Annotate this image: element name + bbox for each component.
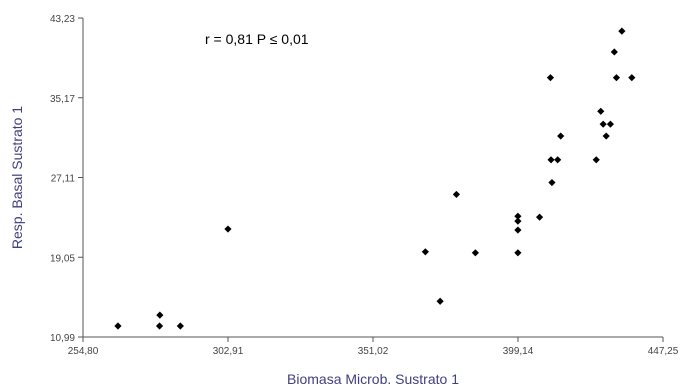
data-point: [452, 190, 461, 199]
data-point: [514, 217, 522, 225]
correlation-annotation: r = 0,81 P ≤ 0,01: [205, 31, 309, 47]
data-point: [471, 249, 479, 257]
data-point: [610, 48, 618, 56]
data-point: [628, 74, 636, 82]
data-point: [514, 249, 522, 257]
axes: [82, 18, 663, 338]
x-axis-title: Biomasa Microb. Sustrato 1: [287, 371, 459, 387]
x-tick-label: 447,25: [648, 346, 679, 357]
data-point: [618, 27, 626, 35]
data-point: [597, 107, 605, 115]
data-point: [602, 132, 610, 140]
y-tick-label: 35,17: [50, 94, 75, 105]
y-tick-label: 10,99: [50, 333, 75, 344]
data-point: [557, 132, 565, 140]
data-point: [421, 248, 429, 256]
y-tick-label: 19,05: [50, 253, 75, 264]
data-point: [612, 74, 621, 82]
data-point: [606, 120, 615, 128]
data-point: [548, 178, 556, 187]
x-tick-label: 254,80: [68, 346, 99, 357]
data-point: [156, 311, 164, 319]
data-point: [547, 156, 555, 164]
x-tick-label: 399,14: [503, 346, 534, 357]
x-tick-label: 351,02: [358, 346, 389, 357]
data-point: [155, 322, 164, 330]
y-tick-label: 27,11: [51, 174, 76, 185]
data-point: [436, 297, 444, 305]
y-axis-title: Resp. Basal Sustrato 1: [9, 106, 25, 249]
data-point: [514, 226, 522, 234]
data-point: [592, 156, 600, 164]
data-point: [224, 225, 232, 233]
data-point: [546, 74, 555, 82]
y-tick-label: 43,23: [50, 14, 75, 25]
ticks: 254,80 302,91 351,02 399,14 447,25 10,99 19,05…: [50, 14, 679, 357]
data-point: [554, 156, 562, 164]
data-point: [514, 212, 522, 220]
data-points: [114, 27, 636, 330]
data-point: [114, 322, 122, 330]
data-point: [535, 213, 544, 221]
x-tick-label: 302,91: [213, 346, 244, 357]
data-point: [176, 322, 184, 330]
data-point: [599, 120, 607, 128]
